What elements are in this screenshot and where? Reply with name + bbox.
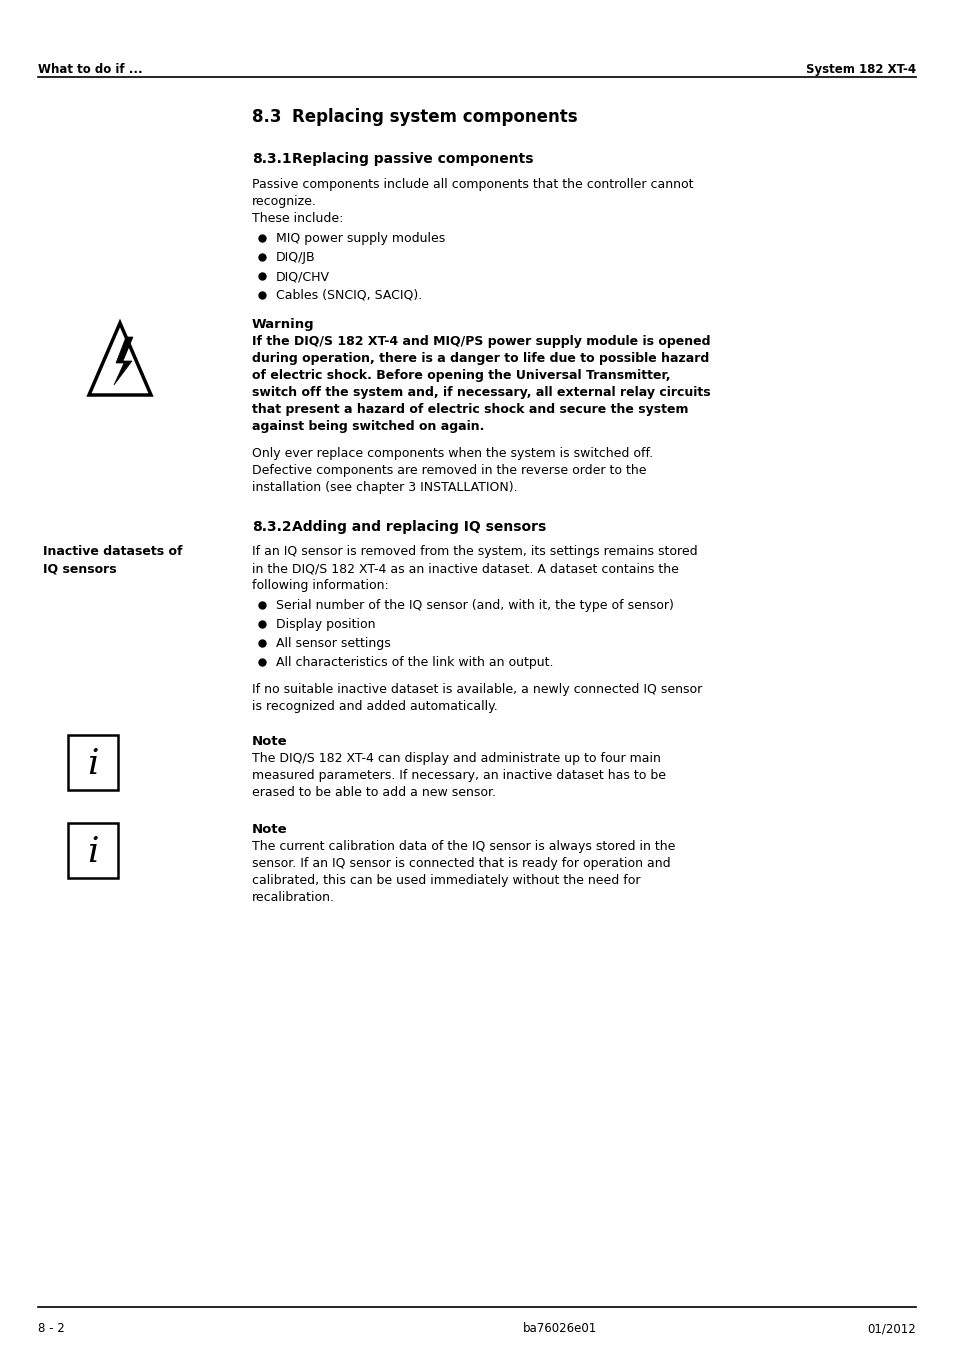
Text: ba76026e01: ba76026e01	[522, 1322, 597, 1335]
Text: All sensor settings: All sensor settings	[275, 637, 391, 649]
Text: Passive components include all components that the controller cannot: Passive components include all component…	[252, 178, 693, 190]
Text: of electric shock. Before opening the Universal Transmitter,: of electric shock. Before opening the Un…	[252, 369, 670, 382]
Text: that present a hazard of electric shock and secure the system: that present a hazard of electric shock …	[252, 404, 688, 416]
Text: System 182 XT-4: System 182 XT-4	[805, 63, 915, 76]
Text: is recognized and added automatically.: is recognized and added automatically.	[252, 701, 497, 713]
Text: The DIQ/S 182 XT-4 can display and administrate up to four main: The DIQ/S 182 XT-4 can display and admin…	[252, 752, 660, 765]
Text: 8.3.1: 8.3.1	[252, 153, 292, 166]
Text: recalibration.: recalibration.	[252, 891, 335, 904]
Text: Note: Note	[252, 824, 287, 836]
Text: Replacing system components: Replacing system components	[292, 108, 577, 126]
Text: What to do if ...: What to do if ...	[38, 63, 143, 76]
Text: following information:: following information:	[252, 579, 388, 593]
Text: If an IQ sensor is removed from the system, its settings remains stored: If an IQ sensor is removed from the syst…	[252, 545, 697, 558]
Text: Inactive datasets of: Inactive datasets of	[43, 545, 182, 558]
FancyBboxPatch shape	[68, 734, 118, 790]
Text: Defective components are removed in the reverse order to the: Defective components are removed in the …	[252, 464, 646, 477]
Text: i: i	[87, 836, 99, 869]
Text: Note: Note	[252, 734, 287, 748]
Text: The current calibration data of the IQ sensor is always stored in the: The current calibration data of the IQ s…	[252, 840, 675, 853]
Text: Only ever replace components when the system is switched off.: Only ever replace components when the sy…	[252, 447, 653, 460]
FancyBboxPatch shape	[68, 824, 118, 878]
Text: against being switched on again.: against being switched on again.	[252, 420, 484, 433]
Text: recognize.: recognize.	[252, 194, 316, 208]
Text: erased to be able to add a new sensor.: erased to be able to add a new sensor.	[252, 786, 496, 799]
Text: in the DIQ/S 182 XT-4 as an inactive dataset. A dataset contains the: in the DIQ/S 182 XT-4 as an inactive dat…	[252, 562, 679, 575]
Text: sensor. If an IQ sensor is connected that is ready for operation and: sensor. If an IQ sensor is connected tha…	[252, 857, 670, 869]
Text: 01/2012: 01/2012	[866, 1322, 915, 1335]
Text: Serial number of the IQ sensor (and, with it, the type of sensor): Serial number of the IQ sensor (and, wit…	[275, 599, 673, 612]
Text: 8 - 2: 8 - 2	[38, 1322, 65, 1335]
Text: i: i	[87, 747, 99, 782]
Text: during operation, there is a danger to life due to possible hazard: during operation, there is a danger to l…	[252, 352, 708, 365]
Text: calibrated, this can be used immediately without the need for: calibrated, this can be used immediately…	[252, 873, 639, 887]
Text: measured parameters. If necessary, an inactive dataset has to be: measured parameters. If necessary, an in…	[252, 769, 665, 782]
Polygon shape	[113, 338, 132, 385]
Text: If no suitable inactive dataset is available, a newly connected IQ sensor: If no suitable inactive dataset is avail…	[252, 683, 701, 697]
Text: DIQ/CHV: DIQ/CHV	[275, 270, 330, 284]
Text: Display position: Display position	[275, 618, 375, 630]
Text: These include:: These include:	[252, 212, 343, 225]
Text: switch off the system and, if necessary, all external relay circuits: switch off the system and, if necessary,…	[252, 386, 710, 400]
Text: All characteristics of the link with an output.: All characteristics of the link with an …	[275, 656, 553, 670]
Text: Replacing passive components: Replacing passive components	[292, 153, 533, 166]
Text: DIQ/JB: DIQ/JB	[275, 251, 315, 265]
Text: Adding and replacing IQ sensors: Adding and replacing IQ sensors	[292, 520, 546, 535]
Text: installation (see chapter 3 INSTALLATION).: installation (see chapter 3 INSTALLATION…	[252, 481, 517, 494]
Text: 8.3.2: 8.3.2	[252, 520, 292, 535]
Text: Warning: Warning	[252, 319, 314, 331]
Text: IQ sensors: IQ sensors	[43, 562, 116, 575]
Text: MIQ power supply modules: MIQ power supply modules	[275, 232, 445, 244]
Text: 8.3: 8.3	[252, 108, 281, 126]
Text: If the DIQ/S 182 XT-4 and MIQ/PS power supply module is opened: If the DIQ/S 182 XT-4 and MIQ/PS power s…	[252, 335, 710, 348]
Text: Cables (SNCIQ, SACIQ).: Cables (SNCIQ, SACIQ).	[275, 289, 422, 302]
